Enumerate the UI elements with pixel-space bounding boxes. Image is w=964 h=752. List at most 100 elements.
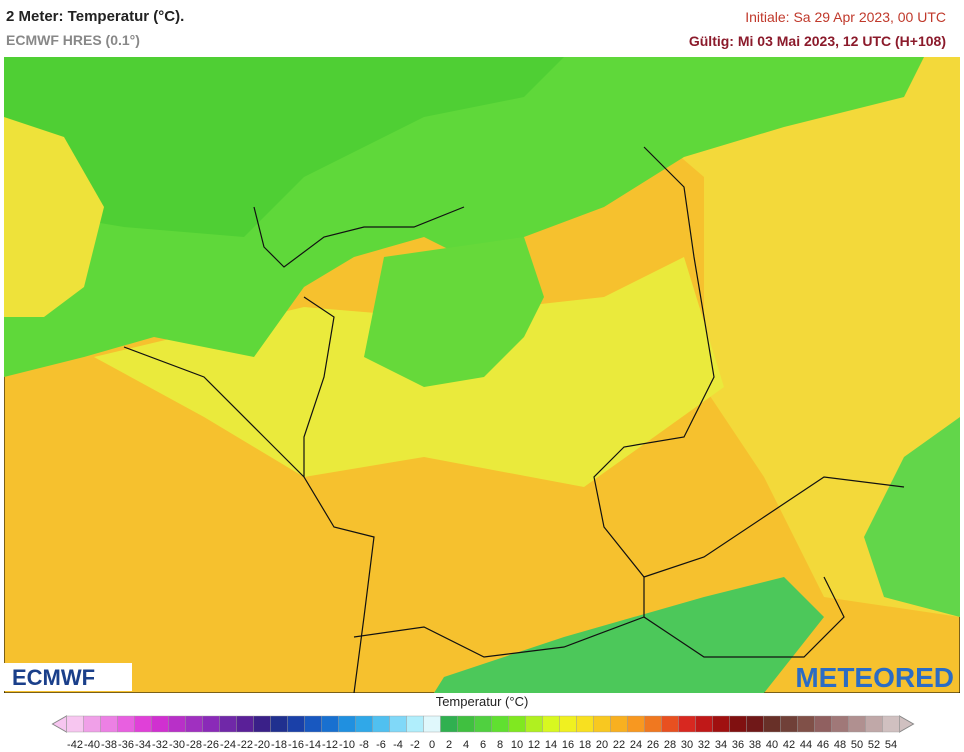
- alps: [434, 577, 824, 693]
- colorbar-label: 20: [596, 739, 608, 751]
- colorbar-swatch: [746, 715, 764, 733]
- border: [643, 576, 845, 658]
- colorbar-label: 32: [698, 739, 710, 751]
- colorbar-label: -12: [322, 739, 338, 751]
- colorbar-swatch: [712, 715, 730, 733]
- colorbar-swatch: [627, 715, 645, 733]
- colorbar-label: -32: [152, 739, 168, 751]
- colorbar-label: 0: [429, 739, 435, 751]
- colorbar-label: -16: [288, 739, 304, 751]
- colorbar-label: -8: [359, 739, 369, 751]
- colorbar-label: 40: [766, 739, 778, 751]
- colorbar-label: 34: [715, 739, 727, 751]
- colorbar-label: 10: [511, 739, 523, 751]
- colorbar: Temperatur (°C) -42 -40 -38 -36 -34 -32 -30 -28…: [51, 694, 915, 751]
- colorbar-label: 48: [834, 739, 846, 751]
- colorbar-label: 28: [664, 739, 676, 751]
- colorbar-swatch: [372, 715, 390, 733]
- colorbar-swatch: [661, 715, 679, 733]
- colorbar-swatch: [83, 715, 101, 733]
- subtitle: ECMWF HRES (0.1°): [6, 32, 140, 48]
- colorbar-swatch: [474, 715, 492, 733]
- colorbar-swatch: [559, 715, 577, 733]
- colorbar-label: 44: [800, 739, 812, 751]
- colorbar-swatch: [423, 715, 441, 733]
- logo-meteored: METEORED: [795, 662, 954, 693]
- colorbar-label: -38: [101, 739, 117, 751]
- colorbar-label: -10: [339, 739, 355, 751]
- colorbar-label: -6: [376, 739, 386, 751]
- colorbar-label: 12: [528, 739, 540, 751]
- colorbar-swatch: [814, 715, 832, 733]
- colorbar-label: 8: [497, 739, 503, 751]
- colorbar-swatch: [270, 715, 288, 733]
- colorbar-label: 52: [868, 739, 880, 751]
- colorbar-swatch: [168, 715, 186, 733]
- colorbar-swatch: [100, 715, 118, 733]
- colorbar-swatch: [287, 715, 305, 733]
- logo-ecmwf: ECMWF: [12, 665, 95, 690]
- colorbar-label: -18: [271, 739, 287, 751]
- colorbar-label: -30: [169, 739, 185, 751]
- colorbar-swatch: [440, 715, 458, 733]
- green-lobe: [364, 237, 544, 387]
- east-zone: [564, 57, 960, 617]
- colorbar-swatch: [66, 715, 84, 733]
- colorbar-label: -20: [254, 739, 270, 751]
- colorbar-label: -40: [84, 739, 100, 751]
- colorbar-swatch: [763, 715, 781, 733]
- colorbar-label: 36: [732, 739, 744, 751]
- colorbar-label: -34: [135, 739, 151, 751]
- border: [353, 616, 645, 658]
- border: [123, 346, 375, 693]
- colorbar-label: -2: [410, 739, 420, 751]
- logo-box: [4, 663, 132, 691]
- colorbar-label: -22: [237, 739, 253, 751]
- colorbar-swatch: [185, 715, 203, 733]
- britain: [4, 117, 104, 317]
- colorbar-swatch: [355, 715, 373, 733]
- colorbar-label: -24: [220, 739, 236, 751]
- coast: [253, 206, 465, 268]
- colorbar-swatch: [610, 715, 628, 733]
- colorbar-swatch: [797, 715, 815, 733]
- colorbar-swatch: [219, 715, 237, 733]
- border: [303, 296, 335, 477]
- colorbar-label: 2: [446, 739, 452, 751]
- colorbar-swatch: [695, 715, 713, 733]
- init-time: Initiale: Sa 29 Apr 2023, 00 UTC: [745, 9, 946, 25]
- colorbar-swatch: [831, 715, 849, 733]
- colorbar-swatch: [457, 715, 475, 733]
- colorbar-swatch: [508, 715, 526, 733]
- map: ECMWF METEORED: [4, 57, 960, 693]
- colorbar-swatch: [389, 715, 407, 733]
- carpathians: [864, 417, 960, 617]
- colorbar-swatch: [491, 715, 509, 733]
- colorbar-label: -36: [118, 739, 134, 751]
- colorbar-label: 54: [885, 739, 897, 751]
- colorbar-label: -28: [186, 739, 202, 751]
- colorbar-swatch: [338, 715, 356, 733]
- colorbar-swatch: [134, 715, 152, 733]
- borders: [123, 146, 905, 693]
- colorbar-swatch: [678, 715, 696, 733]
- colorbar-swatch: [576, 715, 594, 733]
- title: 2 Meter: Temperatur (°C).: [6, 8, 185, 25]
- colorbar-label: 42: [783, 739, 795, 751]
- colorbar-swatch: [848, 715, 866, 733]
- colorbar-label: 6: [480, 739, 486, 751]
- legend-title: Temperatur (°C): [436, 694, 529, 709]
- colorbar-swatch: [406, 715, 424, 733]
- colorbar-swatch: [321, 715, 339, 733]
- colorbar-swatch: [729, 715, 747, 733]
- colorbar-swatch: [151, 715, 169, 733]
- border: [593, 146, 905, 578]
- colorbar-label: 22: [613, 739, 625, 751]
- colorbar-label: 30: [681, 739, 693, 751]
- colorbar-label: 24: [630, 739, 642, 751]
- colorbar-label: 46: [817, 739, 829, 751]
- colorbar-label: 18: [579, 739, 591, 751]
- colorbar-label: 14: [545, 739, 557, 751]
- colorbar-swatch: [865, 715, 883, 733]
